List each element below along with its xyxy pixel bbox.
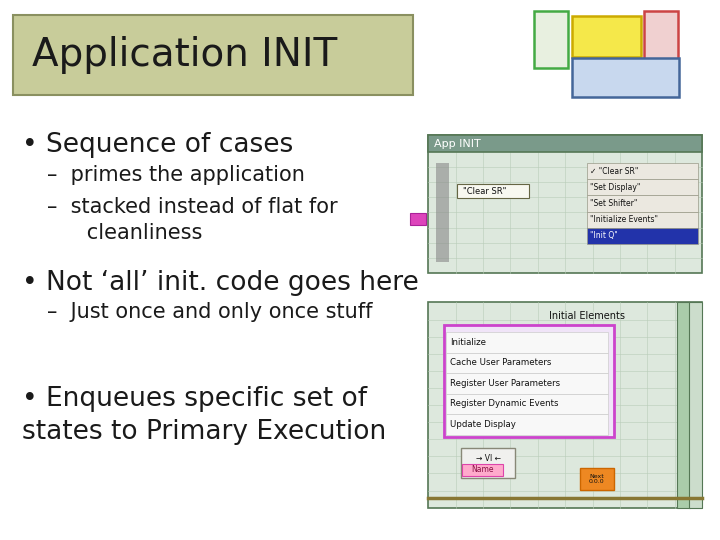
Text: Register User Parameters: Register User Parameters [450, 379, 560, 388]
Bar [534, 11, 568, 68]
Bar [587, 195, 698, 212]
Bar [446, 414, 608, 435]
Bar [428, 302, 702, 508]
Bar [572, 16, 641, 57]
Bar [446, 373, 608, 394]
Text: → VI ←: → VI ← [476, 454, 500, 463]
Bar [446, 332, 608, 353]
Text: Initial Elements: Initial Elements [549, 311, 625, 321]
Text: Update Display: Update Display [450, 420, 516, 429]
Bar [587, 163, 698, 179]
Text: –  primes the application: – primes the application [47, 165, 305, 185]
Bar [13, 15, 413, 94]
Bar [689, 302, 702, 508]
Text: ✓ "Clear SR": ✓ "Clear SR" [590, 167, 639, 176]
Bar [410, 213, 426, 225]
Bar [587, 228, 698, 244]
Text: "Initialize Events": "Initialize Events" [590, 215, 658, 224]
Text: "Set Display": "Set Display" [590, 183, 641, 192]
Bar [462, 464, 503, 476]
Bar [644, 11, 678, 68]
Bar [677, 302, 690, 508]
Text: App INIT: App INIT [434, 139, 481, 148]
Bar [436, 163, 449, 262]
Bar [587, 179, 698, 195]
Text: • Sequence of cases: • Sequence of cases [22, 132, 293, 158]
Text: Name: Name [471, 465, 494, 474]
Bar [461, 448, 515, 478]
Text: "Init Q": "Init Q" [590, 232, 618, 240]
Bar [580, 468, 614, 490]
Bar [572, 58, 679, 97]
Bar [428, 135, 702, 273]
Text: –  Just once and only once stuff: – Just once and only once stuff [47, 302, 372, 322]
Text: Next
0.0.0: Next 0.0.0 [589, 474, 605, 484]
Text: Cache User Parameters: Cache User Parameters [450, 359, 552, 367]
Text: "Clear SR": "Clear SR" [463, 187, 506, 195]
Bar [428, 135, 702, 152]
Text: • Enqueues specific set of
states to Primary Execution: • Enqueues specific set of states to Pri… [22, 386, 386, 445]
Text: • Not ‘all’ init. code goes here: • Not ‘all’ init. code goes here [22, 270, 418, 296]
Bar [587, 212, 698, 228]
Bar [446, 394, 608, 414]
Bar [444, 325, 614, 437]
Text: Register Dynamic Events: Register Dynamic Events [450, 400, 559, 408]
Text: "Set Shifter": "Set Shifter" [590, 199, 638, 208]
Text: Initialize: Initialize [450, 338, 486, 347]
Bar [446, 353, 608, 373]
Text: Application INIT: Application INIT [32, 36, 338, 74]
Text: –  stacked instead of flat for
      cleanliness: – stacked instead of flat for cleanlines… [47, 197, 338, 242]
Bar [457, 184, 529, 198]
